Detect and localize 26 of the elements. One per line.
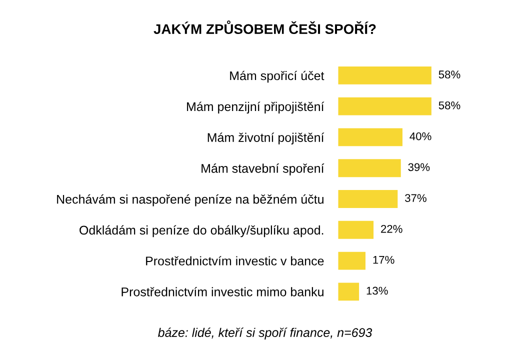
y-tick-label: Mám životní pojištění — [208, 132, 324, 144]
bar — [338, 128, 402, 146]
text: báze: lidé, kteří si spoří finance, n=693 — [158, 328, 372, 340]
data-label: 17% — [373, 256, 394, 264]
y-tick-label: Nechávám si naspořené peníze na běžném účtu — [57, 194, 324, 206]
data-label: 37% — [405, 194, 426, 202]
bar — [338, 97, 432, 116]
data-label: 58% — [438, 101, 460, 110]
data-label: 39% — [408, 163, 430, 172]
bar — [338, 220, 374, 239]
chart-title: JAKÝM ZPŮSOBEM ČEŠI SPOŘÍ? — [154, 20, 376, 34]
data-label: 22% — [381, 225, 402, 233]
y-tick-label: Odkládám si peníze do obálky/šuplíku apod. — [80, 225, 324, 238]
y-tick-label: Prostřednictvím investic v bance — [146, 256, 324, 266]
bar — [338, 252, 366, 270]
y-tick-label: Prostřednictvím investic mimo banku — [122, 286, 324, 296]
bar — [338, 66, 432, 84]
bar — [338, 159, 401, 178]
data-label: 58% — [438, 70, 460, 78]
y-tick-label: Mám spořicí účet — [230, 70, 324, 83]
y-tick-label: Mám stavební spoření — [202, 164, 324, 176]
data-label: 40% — [410, 132, 432, 140]
bar — [338, 190, 398, 208]
y-tick-label: Mám penzijní připojištění — [187, 102, 324, 114]
bar — [338, 282, 360, 301]
data-label: 13% — [366, 286, 388, 295]
